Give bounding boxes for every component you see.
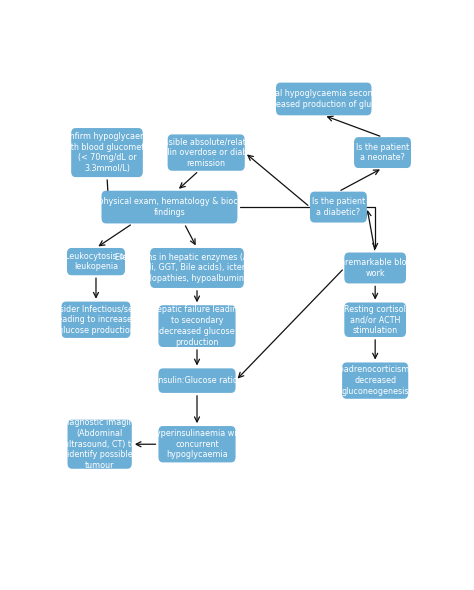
FancyBboxPatch shape (150, 248, 244, 288)
FancyBboxPatch shape (71, 128, 143, 177)
FancyBboxPatch shape (67, 419, 132, 469)
Text: Elevations in hepatic enzymes (ALT, ALP,
Tbili, GGT, Bile acids), icterus,
coagu: Elevations in hepatic enzymes (ALT, ALP,… (115, 253, 279, 283)
FancyBboxPatch shape (101, 191, 237, 224)
Text: Leukocytosis or
leukopenia: Leukocytosis or leukopenia (65, 252, 127, 271)
Text: Resting cortisol
and/or ACTH
stimulation: Resting cortisol and/or ACTH stimulation (344, 304, 406, 335)
FancyBboxPatch shape (158, 426, 236, 463)
FancyBboxPatch shape (344, 303, 406, 337)
Text: Is the patient
a diabetic?: Is the patient a diabetic? (312, 197, 365, 217)
FancyBboxPatch shape (310, 192, 367, 222)
FancyBboxPatch shape (344, 253, 406, 283)
FancyBboxPatch shape (276, 83, 372, 115)
Text: Unremarkable blood
work: Unremarkable blood work (334, 258, 417, 278)
Text: Consider Infectious/sepsis
leading to increased
glucose production: Consider Infectious/sepsis leading to in… (44, 304, 148, 335)
Text: Hyperinsulinaemia with
concurrent
hypoglycaemia: Hyperinsulinaemia with concurrent hypogl… (150, 429, 244, 460)
FancyBboxPatch shape (158, 305, 236, 347)
FancyBboxPatch shape (342, 362, 408, 399)
Text: Neonatal hypoglycaemia secondary to
decreased production of glucose: Neonatal hypoglycaemia secondary to decr… (246, 89, 401, 109)
Text: Insulin:Glucose ratio: Insulin:Glucose ratio (156, 376, 238, 385)
Text: Hypoadrenocorticism and
decreased
gluconeogenesis: Hypoadrenocorticism and decreased glucon… (323, 365, 427, 396)
FancyBboxPatch shape (168, 135, 245, 171)
FancyBboxPatch shape (67, 248, 125, 275)
Text: Is the patient
a neonate?: Is the patient a neonate? (356, 143, 409, 162)
Text: Diagnostic imaging
(Abdominal
ultrasound, CT) to
identify possible
tumour: Diagnostic imaging (Abdominal ultrasound… (61, 418, 138, 470)
FancyBboxPatch shape (354, 137, 411, 168)
Text: Confirm hypoglycaemia
with blood glucometer
(< 70mg/dL or
3.3mmol/L): Confirm hypoglycaemia with blood glucome… (59, 132, 155, 173)
Text: History, physical exam, hematology & biochemistry
findings: History, physical exam, hematology & bio… (65, 197, 273, 217)
FancyBboxPatch shape (62, 301, 130, 338)
FancyBboxPatch shape (158, 368, 236, 393)
Text: Possible absolute/relative
insulin overdose or diabetic
remission: Possible absolute/relative insulin overd… (151, 137, 262, 168)
Text: Hepatic failure leading
to secondary
decreased glucose
production: Hepatic failure leading to secondary dec… (151, 306, 243, 347)
